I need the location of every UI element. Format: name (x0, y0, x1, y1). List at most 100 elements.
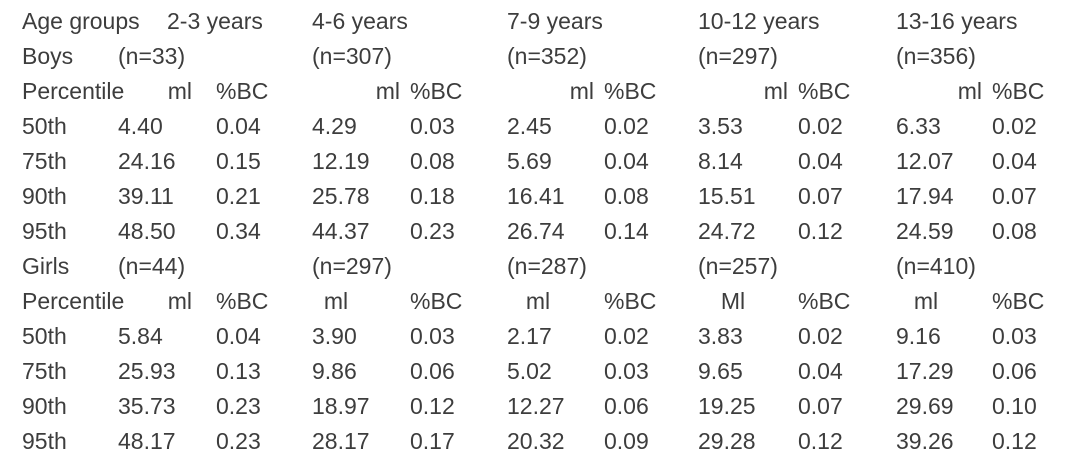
bc-value: 0.06 (992, 358, 1037, 384)
ml-value: 8.14 (698, 148, 743, 174)
bc-value: 0.07 (798, 183, 843, 209)
bc-value: 0.08 (992, 218, 1037, 244)
bc-value: 0.09 (604, 428, 649, 454)
boys-sample-size: (n=356) (896, 43, 976, 69)
ml-value: 18.97 (312, 393, 370, 419)
boys-sample-size: (n=307) (312, 43, 392, 69)
unit-bc: %BC (410, 288, 463, 314)
ml-value: 12.19 (312, 148, 370, 174)
bc-value: 0.12 (992, 428, 1037, 454)
percentile-label: Percentile (22, 288, 125, 314)
unit-bc: %BC (604, 288, 657, 314)
bc-value: 0.02 (798, 113, 843, 139)
girls-unit-row: Percentile ml %BC ml %BC ml %BC Ml %BC ml %BC (0, 284, 1080, 319)
age-group-header: 2-3 years (167, 8, 263, 34)
bc-value: 0.03 (410, 113, 455, 139)
unit-bc: %BC (992, 78, 1045, 104)
girls-data-row: 95th 48.17 0.23 28.17 0.17 20.32 0.09 29.28 0.12… (0, 424, 1080, 459)
girls-n-row: Girls (n=44) (n=297) (n=287) (n=257) (n=410) (0, 249, 1080, 284)
unit-ml: ml (375, 78, 400, 104)
ml-value: 5.02 (507, 358, 552, 384)
unit-bc: %BC (798, 288, 851, 314)
bc-value: 0.07 (992, 183, 1037, 209)
bc-value: 0.08 (410, 148, 455, 174)
bc-value: 0.03 (604, 358, 649, 384)
unit-ml: ml (525, 288, 551, 314)
girls-data-row: 50th 5.84 0.04 3.90 0.03 2.17 0.02 3.83 0.02 9.16… (0, 319, 1080, 354)
ml-value: 48.17 (118, 428, 176, 454)
ml-value: 12.07 (896, 148, 954, 174)
bc-value: 0.10 (992, 393, 1037, 419)
ml-value: 5.69 (507, 148, 552, 174)
percentile-label: Percentile (22, 78, 125, 104)
boys-data-row: 95th 48.50 0.34 44.37 0.23 26.74 0.14 24.72 0.12… (0, 214, 1080, 249)
percentile-cell: 95th (22, 428, 67, 454)
bc-value: 0.04 (604, 148, 649, 174)
ml-value: 17.94 (896, 183, 954, 209)
bc-value: 0.14 (604, 218, 649, 244)
girls-sample-size: (n=297) (312, 253, 392, 279)
bc-value: 0.04 (798, 358, 843, 384)
ml-value: 3.90 (312, 323, 357, 349)
ml-value: 20.32 (507, 428, 565, 454)
bc-value: 0.02 (604, 323, 649, 349)
bc-value: 0.23 (216, 393, 261, 419)
ml-value: 24.72 (698, 218, 756, 244)
percentile-cell: 75th (22, 358, 67, 384)
boys-data-row: 50th 4.40 0.04 4.29 0.03 2.45 0.02 3.53 0.02 6.33… (0, 109, 1080, 144)
bc-value: 0.12 (798, 428, 843, 454)
unit-ml: ml (569, 78, 594, 104)
ml-value: 25.93 (118, 358, 176, 384)
bc-value: 0.23 (410, 218, 455, 244)
bc-value: 0.07 (798, 393, 843, 419)
ml-value: 48.50 (118, 218, 176, 244)
bc-value: 0.06 (410, 358, 455, 384)
girls-sample-size: (n=410) (896, 253, 976, 279)
bc-value: 0.02 (798, 323, 843, 349)
bc-value: 0.23 (216, 428, 261, 454)
bc-value: 0.17 (410, 428, 455, 454)
ml-value: 39.26 (896, 428, 954, 454)
bc-value: 0.12 (798, 218, 843, 244)
bc-value: 0.15 (216, 148, 261, 174)
bc-value: 0.12 (410, 393, 455, 419)
boys-n-row: Boys (n=33) (n=307) (n=352) (n=297) (n=356) (0, 39, 1080, 74)
girls-data-row: 75th 25.93 0.13 9.86 0.06 5.02 0.03 9.65 0.04 17.… (0, 354, 1080, 389)
bc-value: 0.34 (216, 218, 261, 244)
header-row: Age groups 2-3 years 4-6 years 7-9 years 10-… (0, 4, 1080, 39)
unit-ml: ml (957, 78, 982, 104)
ml-value: 26.74 (507, 218, 565, 244)
percentile-cell: 90th (22, 393, 67, 419)
boys-sample-size: (n=33) (118, 43, 186, 69)
boys-unit-row: Percentile ml %BC ml %BC ml %BC ml %BC ml %BC (0, 74, 1080, 109)
ml-value: 24.59 (896, 218, 954, 244)
bc-value: 0.13 (216, 358, 261, 384)
ml-value: 24.16 (118, 148, 176, 174)
ml-value: 39.11 (118, 183, 174, 209)
bc-value: 0.04 (216, 113, 261, 139)
bc-value: 0.02 (992, 113, 1037, 139)
unit-ml: ml (323, 288, 349, 314)
ml-value: 6.33 (896, 113, 941, 139)
percentile-cell: 75th (22, 148, 67, 174)
unit-bc: %BC (216, 78, 269, 104)
bc-value: 0.04 (992, 148, 1037, 174)
bc-value: 0.02 (604, 113, 649, 139)
percentile-cell: 95th (22, 218, 67, 244)
percentile-cell: 50th (22, 323, 67, 349)
ml-value: 4.40 (118, 113, 163, 139)
ml-value: 9.65 (698, 358, 743, 384)
boys-sample-size: (n=352) (507, 43, 587, 69)
ml-value: 12.27 (507, 393, 565, 419)
bc-value: 0.21 (216, 183, 261, 209)
ml-value: 28.17 (312, 428, 370, 454)
bc-value: 0.18 (410, 183, 455, 209)
boys-data-row: 90th 39.11 0.21 25.78 0.18 16.41 0.08 15.51 0.07… (0, 179, 1080, 214)
girls-sample-size: (n=257) (698, 253, 778, 279)
girls-data-row: 90th 35.73 0.23 18.97 0.12 12.27 0.06 19.25 0.07… (0, 389, 1080, 424)
unit-ml: ml (913, 288, 939, 314)
bc-value: 0.04 (216, 323, 261, 349)
ml-value: 15.51 (698, 183, 756, 209)
ml-value: 2.45 (507, 113, 552, 139)
